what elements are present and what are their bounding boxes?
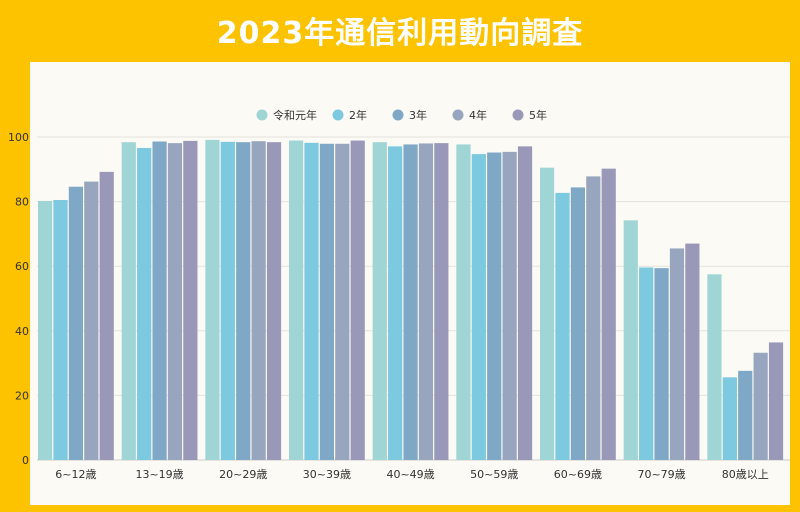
bar-1-8 bbox=[623, 220, 638, 460]
bar-1-3 bbox=[205, 139, 220, 461]
x-tick-label: 80歳以上 bbox=[722, 468, 769, 481]
bar-5-4 bbox=[350, 140, 365, 461]
bar-5-3 bbox=[266, 142, 282, 460]
bar-2-2 bbox=[137, 147, 152, 460]
bar-4-5 bbox=[418, 143, 434, 460]
bar-1-5 bbox=[372, 142, 387, 460]
y-tick-label: 0 bbox=[22, 454, 29, 467]
legend-marker bbox=[392, 109, 404, 121]
bar-3-3 bbox=[236, 142, 251, 460]
x-tick-label: 40~49歳 bbox=[386, 468, 434, 481]
legend-marker bbox=[332, 109, 344, 121]
bar-5-7 bbox=[601, 168, 616, 461]
x-tick-label: 30~39歳 bbox=[303, 468, 351, 481]
bar-2-7 bbox=[555, 192, 570, 460]
bar-3-5 bbox=[403, 144, 418, 460]
y-tick-label: 60 bbox=[15, 260, 29, 273]
bar-4-7 bbox=[586, 176, 601, 460]
bar-1-1 bbox=[38, 200, 53, 461]
bar-1-4 bbox=[289, 140, 304, 461]
legend-label: 4年 bbox=[469, 108, 487, 122]
y-tick-label: 100 bbox=[8, 131, 29, 144]
bar-1-9 bbox=[707, 274, 722, 460]
bar-5-1 bbox=[99, 171, 114, 460]
bar-4-3 bbox=[251, 141, 266, 460]
legend-label: 5年 bbox=[529, 108, 547, 122]
bar-4-4 bbox=[335, 143, 350, 460]
bar-1-7 bbox=[540, 167, 555, 460]
legend-marker bbox=[512, 109, 524, 121]
bar-3-1 bbox=[68, 186, 83, 460]
y-tick-label: 20 bbox=[15, 389, 29, 402]
legend-label: 2年 bbox=[349, 108, 367, 122]
bar-1-2 bbox=[121, 142, 136, 460]
legend-label: 令和元年 bbox=[273, 108, 317, 122]
bar-5-9 bbox=[768, 342, 784, 460]
bar-3-2 bbox=[152, 141, 167, 460]
bar-5-6 bbox=[517, 146, 533, 460]
bar-5-2 bbox=[183, 140, 198, 460]
x-tick-label: 20~29歳 bbox=[219, 468, 267, 481]
bar-4-2 bbox=[167, 143, 183, 460]
bar-4-6 bbox=[502, 151, 517, 460]
bar-2-5 bbox=[388, 146, 403, 460]
x-tick-label: 60~69歳 bbox=[554, 468, 602, 481]
x-tick-label: 6~12歳 bbox=[55, 468, 96, 481]
bar-2-1 bbox=[53, 199, 68, 461]
bar-3-8 bbox=[654, 268, 669, 460]
bar-5-5 bbox=[434, 143, 449, 460]
bar-2-6 bbox=[471, 154, 486, 460]
y-tick-label: 80 bbox=[15, 196, 29, 209]
y-tick-label: 40 bbox=[15, 325, 29, 338]
bar-4-1 bbox=[84, 181, 99, 460]
x-tick-label: 50~59歳 bbox=[470, 468, 518, 481]
bar-3-4 bbox=[319, 143, 334, 460]
bar-3-9 bbox=[738, 370, 753, 460]
bar-4-9 bbox=[753, 352, 768, 460]
bar-2-8 bbox=[639, 267, 654, 460]
legend-label: 3年 bbox=[409, 108, 427, 122]
bar-2-9 bbox=[722, 377, 737, 460]
bar-3-6 bbox=[487, 152, 502, 460]
legend-marker bbox=[452, 109, 464, 121]
bar-2-3 bbox=[220, 141, 235, 460]
bar-1-6 bbox=[456, 144, 471, 460]
chart-title: 2023年通信利用動向調査 bbox=[216, 16, 584, 51]
legend-marker bbox=[256, 109, 268, 121]
bar-2-4 bbox=[304, 142, 319, 460]
bar-4-8 bbox=[669, 248, 685, 460]
bar-3-7 bbox=[570, 187, 585, 460]
x-tick-label: 70~79歳 bbox=[637, 468, 685, 481]
bar-5-8 bbox=[685, 243, 700, 460]
x-tick-label: 13~19歳 bbox=[135, 468, 183, 481]
